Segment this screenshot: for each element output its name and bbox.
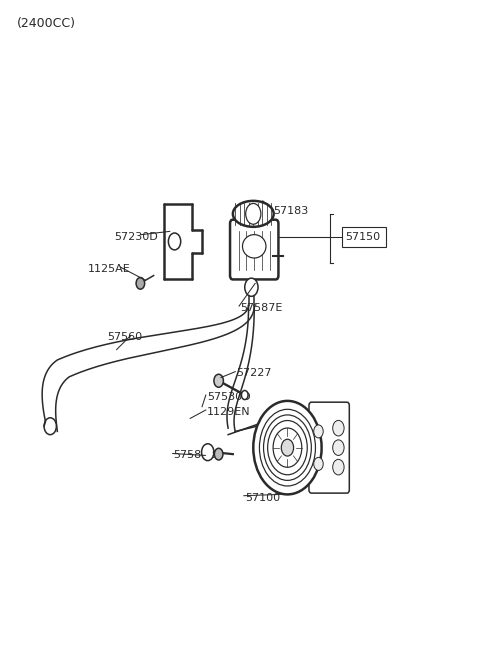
Circle shape [333,440,344,455]
Circle shape [241,390,248,400]
Ellipse shape [242,234,266,258]
Circle shape [314,457,323,470]
Text: 57183: 57183 [273,206,309,215]
FancyBboxPatch shape [230,219,278,280]
Circle shape [281,440,294,456]
Text: 1129EN: 1129EN [207,407,251,417]
Circle shape [168,233,180,250]
Circle shape [202,443,214,460]
Text: 57150: 57150 [345,233,381,242]
Text: 57530D: 57530D [207,392,251,402]
Circle shape [44,418,56,435]
Text: (2400CC): (2400CC) [17,17,76,30]
Circle shape [273,428,302,467]
Text: 57230D: 57230D [114,232,158,242]
Text: 57150: 57150 [344,233,380,243]
Text: 57587E: 57587E [174,451,216,460]
Circle shape [136,278,144,290]
Circle shape [245,278,258,296]
Circle shape [264,415,312,480]
Text: 57227: 57227 [236,368,272,378]
Circle shape [214,374,223,387]
Circle shape [314,425,323,438]
Circle shape [246,204,261,224]
Text: 1125AE: 1125AE [88,264,131,274]
Circle shape [268,421,307,475]
FancyBboxPatch shape [309,402,349,493]
Circle shape [259,409,315,486]
Text: 57100: 57100 [245,493,280,502]
Circle shape [333,459,344,475]
Text: 57560: 57560 [107,331,142,342]
Text: 57587E: 57587E [240,303,282,313]
Circle shape [333,421,344,436]
FancyBboxPatch shape [342,227,385,247]
Ellipse shape [233,201,274,227]
Circle shape [215,448,223,460]
Circle shape [253,401,322,495]
